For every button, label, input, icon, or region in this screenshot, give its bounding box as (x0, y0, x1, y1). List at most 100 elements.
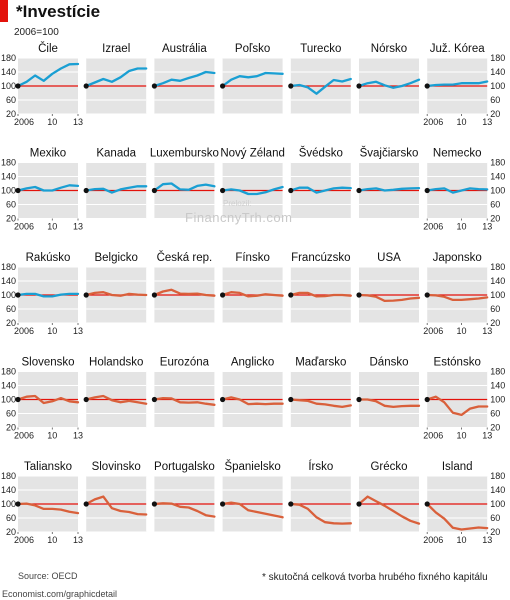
y-tick-label: 20 (6, 423, 16, 433)
start-marker (220, 187, 226, 194)
panel-label: Austrália (162, 43, 207, 55)
panel: Maďarsko (288, 357, 352, 428)
start-marker (288, 396, 294, 403)
panel: Poľsko (220, 43, 284, 115)
x-tick-label: 10 (456, 326, 466, 336)
x-tick-label: 13 (73, 535, 83, 545)
panel-label: Turecko (300, 43, 341, 55)
start-marker (220, 396, 226, 403)
series-line (221, 185, 284, 196)
panel-label: Holandsko (89, 357, 143, 369)
start-marker (15, 396, 21, 403)
panel: Kanada (83, 148, 148, 219)
x-tick-label: 2006 (423, 535, 443, 545)
panel: Juž. Kórea 180 140 100 60 20 2006 10 13 (423, 43, 505, 127)
credit-note: Economist.com/graphicdetail (2, 589, 118, 599)
panel-label: Island (442, 461, 473, 473)
y-tick-label: 140 (490, 381, 505, 391)
start-marker (288, 83, 294, 89)
start-marker (15, 187, 21, 194)
y-tick-label: 100 (490, 395, 505, 405)
x-tick-label: 10 (47, 222, 57, 232)
panel-label: Francúzsko (291, 252, 350, 264)
y-tick-label: 100 (490, 81, 505, 91)
x-tick-label: 10 (47, 431, 57, 441)
panel-label: Nový Zéland (220, 148, 285, 160)
y-tick-label: 20 (490, 109, 500, 119)
x-tick-label: 10 (47, 117, 57, 127)
panel-label: Čile (38, 42, 58, 55)
series-line (289, 398, 352, 409)
y-tick-label: 180 (1, 367, 16, 377)
y-tick-label: 100 (490, 186, 505, 196)
panel: Írsko (288, 460, 352, 533)
start-marker (151, 83, 157, 89)
start-marker (424, 187, 430, 194)
x-tick-label: 13 (482, 222, 492, 232)
series-line (153, 502, 216, 518)
x-tick-label: 2006 (14, 431, 34, 441)
x-tick-label: 10 (456, 535, 466, 545)
x-tick-label: 13 (73, 431, 83, 441)
panel: Česká rep. (151, 251, 216, 324)
y-tick-label: 20 (490, 214, 500, 224)
start-marker (15, 292, 21, 298)
series-line (357, 495, 421, 525)
series-line (153, 396, 216, 406)
start-marker (356, 501, 362, 507)
y-tick-label: 100 (490, 499, 505, 509)
y-tick-label: 180 (1, 471, 16, 481)
start-marker (288, 187, 294, 194)
y-tick-label: 100 (1, 290, 16, 300)
series-line (357, 78, 421, 89)
start-marker (83, 83, 89, 89)
y-tick-label: 140 (1, 172, 16, 182)
y-tick-label: 140 (1, 67, 16, 77)
x-tick-label: 13 (73, 222, 83, 232)
y-tick-label: 140 (490, 276, 505, 286)
start-marker (424, 396, 430, 403)
y-tick-label: 60 (490, 513, 500, 523)
panel-label: Nórsko (371, 43, 407, 55)
panel: Francúzsko (288, 252, 352, 324)
y-tick-label: 20 (490, 527, 500, 537)
series-line (289, 186, 352, 194)
start-marker (83, 396, 89, 403)
start-marker (424, 292, 430, 298)
panel: Japonsko 180 140 100 60 20 2006 10 13 (423, 252, 505, 336)
panel-label: Slovensko (21, 357, 74, 369)
series-line (16, 502, 80, 515)
series-line (85, 185, 148, 194)
y-tick-label: 180 (490, 158, 505, 168)
start-marker (220, 83, 226, 89)
start-marker (288, 292, 294, 298)
panel: Austrália (151, 43, 216, 115)
start-marker (356, 83, 362, 89)
y-tick-label: 100 (1, 186, 16, 196)
start-marker (356, 396, 362, 403)
watermark: FinancnyTrh.com (185, 210, 293, 225)
base-year-note: 2006=100 (14, 27, 59, 38)
series-line (221, 291, 284, 298)
panel-label: Poľsko (235, 43, 270, 55)
x-tick-label: 13 (482, 431, 492, 441)
series-line (426, 293, 489, 302)
title-accent-bar (0, 0, 8, 22)
start-marker (83, 501, 89, 507)
chart-title: *Investície (16, 2, 101, 21)
y-tick-label: 60 (6, 304, 16, 314)
start-marker (15, 501, 21, 507)
panel: Slovinsko (83, 461, 148, 533)
panel: Izrael (83, 43, 148, 115)
panel-label: Dánsko (370, 357, 409, 369)
panel: Luxembursko (150, 148, 219, 219)
panel: USA (356, 252, 421, 324)
panel-label: Eurozóna (160, 357, 210, 369)
x-tick-label: 13 (73, 117, 83, 127)
y-tick-label: 20 (6, 318, 16, 328)
panel: Holandsko (83, 357, 148, 428)
